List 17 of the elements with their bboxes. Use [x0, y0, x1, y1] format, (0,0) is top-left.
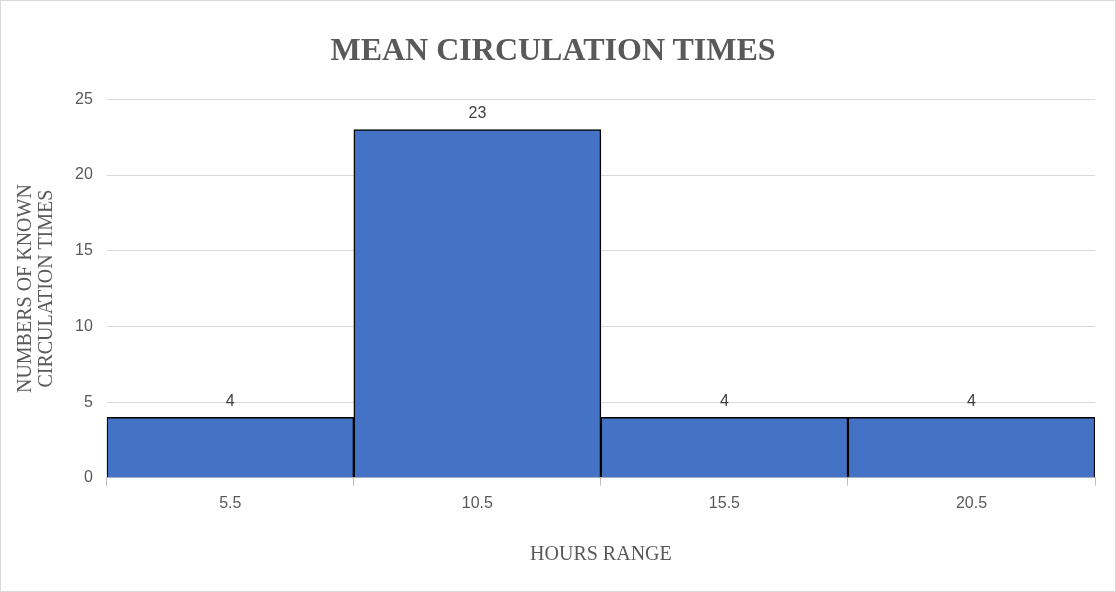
y-tick-label: 10 — [75, 316, 93, 334]
y-tick-label: 25 — [75, 89, 93, 107]
x-tick-label: 15.5 — [708, 493, 741, 511]
y-tick-label: 0 — [83, 468, 93, 486]
x-tick-label: 10.5 — [461, 493, 494, 511]
y-tick-label: 5 — [83, 392, 93, 410]
y-axis-title: NUMBERS OF KNOWN CIRCULATION TIMES — [12, 184, 56, 394]
data-label: 4 — [967, 391, 977, 409]
x-tick-label: 20.5 — [955, 493, 988, 511]
x-axis-title: HOURS RANGE — [530, 542, 672, 565]
data-label: 23 — [468, 104, 487, 122]
x-tick-label: 5.5 — [219, 493, 242, 511]
y-tick-label: 20 — [75, 165, 93, 183]
data-label: 4 — [225, 391, 235, 409]
y-tick-label: 15 — [75, 241, 93, 259]
data-label: 4 — [719, 391, 729, 409]
chart-title: MEAN CIRCULATION TIMES — [330, 31, 776, 68]
